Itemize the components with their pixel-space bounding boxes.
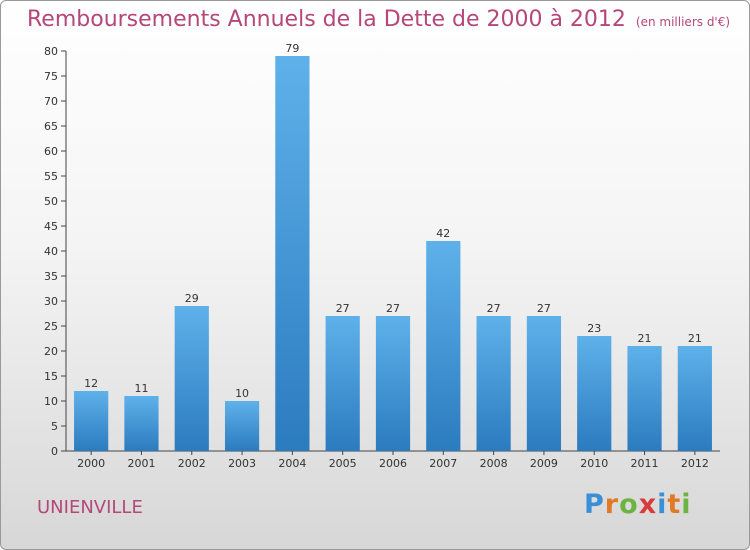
logo-letter: P: [584, 489, 605, 520]
bar: [174, 306, 209, 451]
x-tick-label: 2012: [681, 457, 709, 470]
bar: [275, 56, 310, 451]
logo-letter: i: [681, 489, 692, 520]
data-label: 27: [336, 302, 350, 315]
bar: [677, 346, 712, 451]
x-tick-label: 2005: [329, 457, 357, 470]
x-tick-label: 2008: [480, 457, 508, 470]
chart-title: Remboursements Annuels de la Dette de 20…: [27, 7, 730, 32]
bar: [426, 241, 461, 451]
y-tick-label: 80: [44, 45, 58, 58]
data-label: 27: [537, 302, 551, 315]
y-tick-label: 55: [44, 170, 58, 183]
y-tick-label: 15: [44, 370, 58, 383]
data-label: 27: [386, 302, 400, 315]
x-tick-label: 2003: [228, 457, 256, 470]
x-tick-label: 2002: [178, 457, 206, 470]
y-tick-label: 0: [51, 445, 58, 458]
logo-letter: t: [667, 489, 682, 520]
data-label: 23: [587, 322, 601, 335]
data-label: 42: [436, 227, 450, 240]
bar: [325, 316, 360, 451]
data-label: 21: [638, 332, 652, 345]
bar: [375, 316, 411, 451]
bar: [627, 346, 662, 451]
y-tick-label: 5: [51, 420, 58, 433]
bar: [224, 401, 260, 451]
logo-letter: i: [657, 489, 668, 520]
chart-subtitle: (en milliers d'€): [635, 15, 731, 29]
x-tick-label: 2000: [77, 457, 105, 470]
y-tick-label: 50: [44, 195, 58, 208]
data-label: 79: [285, 42, 299, 55]
data-label: 12: [84, 377, 98, 390]
bar: [476, 316, 511, 451]
chart-title-text: Remboursements Annuels de la Dette de 20…: [27, 7, 626, 32]
x-tick-label: 2007: [429, 457, 457, 470]
x-axis: 2000 2001 2002 2003 2004 2005 2006 2007 2008 2009…: [66, 450, 720, 470]
bar: [577, 336, 612, 451]
data-label: 10: [235, 387, 249, 400]
x-tick-label: 2004: [278, 457, 306, 470]
bars: 12 11 29 10 79 27 27 42 27 27 23 21 21: [74, 42, 712, 451]
data-label: 21: [688, 332, 702, 345]
y-tick-label: 60: [44, 145, 58, 158]
x-tick-label: 2011: [631, 457, 659, 470]
y-tick-label: 25: [44, 320, 58, 333]
x-tick-label: 2009: [530, 457, 558, 470]
bar: [124, 396, 159, 451]
x-tick-label: 2001: [127, 457, 155, 470]
commune-name: UNIENVILLE: [37, 497, 143, 518]
y-tick-label: 75: [44, 70, 58, 83]
y-tick-label: 45: [44, 220, 58, 233]
logo-letter: r: [604, 489, 620, 520]
y-tick-label: 40: [44, 245, 58, 258]
data-label: 27: [487, 302, 501, 315]
data-label: 11: [134, 382, 148, 395]
y-tick-label: 20: [44, 345, 58, 358]
logo-letter: x: [638, 489, 658, 520]
data-label: 29: [185, 292, 199, 305]
bar: [74, 391, 109, 451]
y-axis: 0 5 10 15 20 25 30 35 40 45 50 55 60 65 70 75 80: [44, 45, 67, 458]
proxiti-logo: Proxiti: [584, 489, 692, 520]
x-tick-label: 2006: [379, 457, 407, 470]
y-tick-label: 30: [44, 295, 58, 308]
x-tick-label: 2010: [580, 457, 608, 470]
bar: [526, 316, 562, 451]
y-tick-label: 35: [44, 270, 58, 283]
logo-letter: o: [619, 489, 639, 520]
y-tick-label: 65: [44, 120, 58, 133]
y-tick-label: 70: [44, 95, 58, 108]
y-tick-label: 10: [44, 395, 58, 408]
